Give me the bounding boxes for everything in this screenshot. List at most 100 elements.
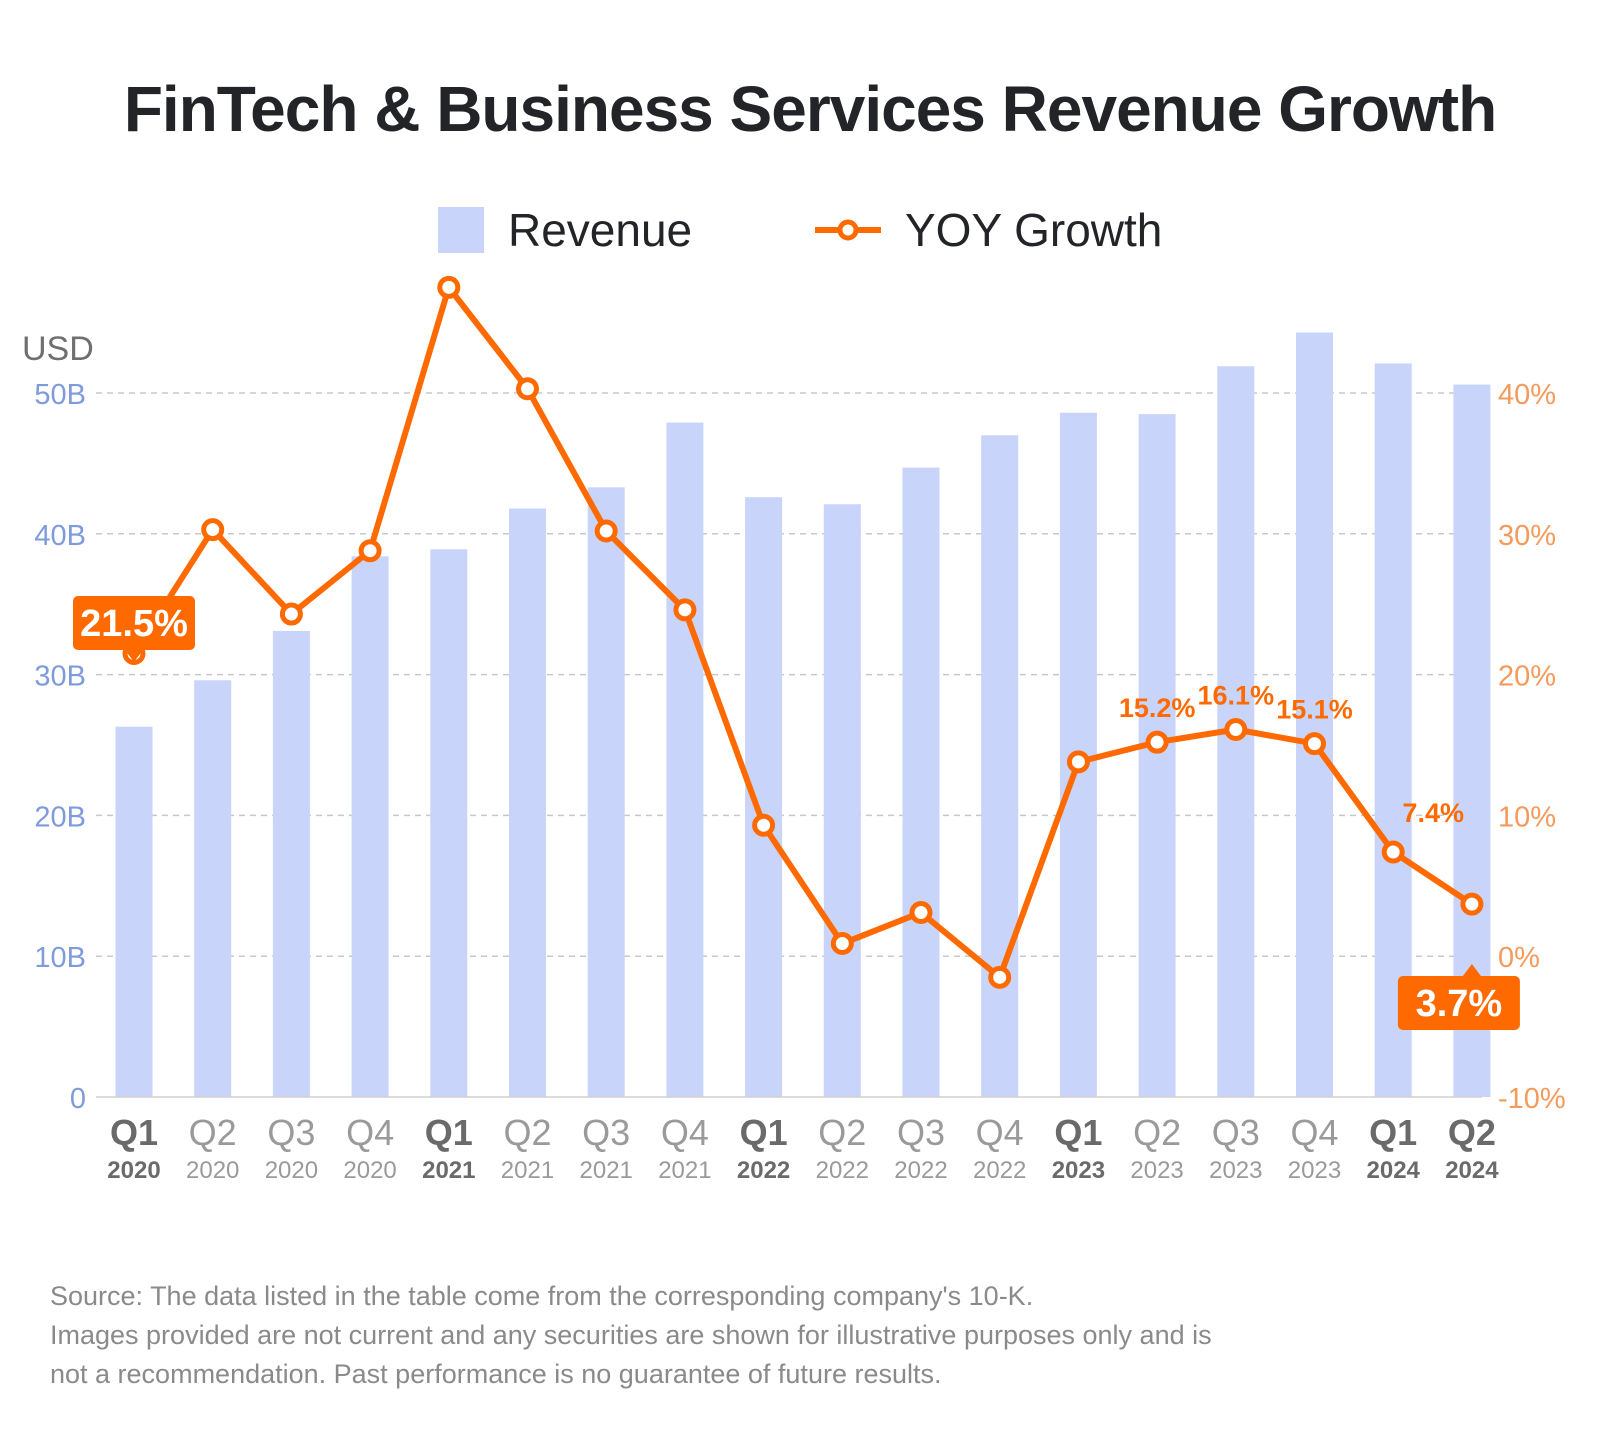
x-tick-year: 2022: [737, 1157, 790, 1184]
right-tick-label: 0%: [1498, 942, 1540, 974]
legend-line-marker-icon: [815, 219, 881, 241]
legend: Revenue YOY Growth: [0, 200, 1620, 260]
growth-point: [1460, 892, 1484, 916]
growth-point: [279, 602, 303, 626]
growth-point: [1303, 732, 1326, 756]
left-tick-label: 0: [70, 1083, 86, 1115]
data-label: 16.1%: [1198, 681, 1275, 711]
revenue-bar: [666, 422, 704, 1097]
y-unit-label: USD: [22, 330, 94, 368]
data-label-pointer: [1462, 964, 1481, 976]
revenue-bar: [115, 726, 153, 1097]
right-tick-label: 40%: [1498, 379, 1556, 411]
growth-point: [201, 518, 225, 542]
right-tick-label: -10%: [1498, 1083, 1566, 1115]
x-tick-quarter: Q3: [1212, 1112, 1260, 1153]
legend-item-growth: YOY Growth: [815, 200, 1162, 260]
data-label: 7.4%: [1402, 798, 1464, 828]
x-tick-year: 2020: [265, 1157, 318, 1184]
source-line-1: Source: The data listed in the table com…: [50, 1281, 1034, 1311]
legend-label-growth: YOY Growth: [905, 204, 1163, 256]
x-tick-year: 2023: [1130, 1157, 1183, 1184]
revenue-bar: [1296, 332, 1333, 1097]
chart-plot: USD 21.5% 15.2% 16.1% 15.1% 7.4% 3.7% 0 -10% 10…: [22, 275, 1566, 1184]
growth-point: [673, 598, 697, 622]
x-tick-year: 2023: [1209, 1157, 1262, 1184]
source-line-3: not a recommendation. Past performance i…: [50, 1359, 942, 1389]
growth-point: [1066, 750, 1090, 774]
x-tick-year: 2022: [894, 1157, 947, 1184]
x-tick-quarter: Q2: [1448, 1112, 1496, 1153]
legend-label-revenue: Revenue: [508, 204, 693, 256]
x-tick-year: 2021: [580, 1157, 633, 1184]
x-tick-quarter: Q4: [1290, 1112, 1338, 1153]
revenue-bar: [351, 556, 389, 1097]
revenue-bar: [272, 630, 310, 1097]
right-tick-label: 10%: [1498, 801, 1556, 833]
x-tick-quarter: Q2: [189, 1112, 237, 1153]
growth-point: [1224, 718, 1248, 742]
x-tick-quarter: Q4: [976, 1112, 1024, 1153]
x-tick-year: 2020: [186, 1157, 239, 1184]
data-label-box: [73, 596, 195, 650]
revenue-bar: [194, 680, 232, 1097]
x-tick-quarter: Q4: [661, 1112, 709, 1153]
x-tick-year: 2020: [107, 1157, 160, 1184]
x-tick-quarter: Q2: [503, 1112, 551, 1153]
growth-point: [909, 901, 933, 925]
x-tick-quarter: Q2: [818, 1112, 866, 1153]
growth-point: [830, 932, 854, 956]
growth-point: [358, 539, 382, 563]
chart-title: FinTech & Business Services Revenue Grow…: [123, 73, 1497, 145]
growth-point: [594, 519, 618, 543]
x-tick-year: 2021: [658, 1157, 711, 1184]
legend-swatch-revenue: [438, 207, 484, 253]
left-tick-label: 30B: [34, 661, 86, 693]
x-tick-quarter: Q1: [110, 1112, 158, 1153]
x-tick-year: 2024: [1367, 1157, 1421, 1184]
x-tick-quarter: Q4: [346, 1112, 394, 1153]
x-tick-quarter: Q3: [582, 1112, 630, 1153]
revenue-bar: [1138, 414, 1176, 1097]
x-tick-year: 2023: [1288, 1157, 1341, 1184]
growth-point: [988, 965, 1012, 989]
source-note: Source: The data listed in the table com…: [50, 1277, 1570, 1394]
x-tick-quarter: Q3: [267, 1112, 315, 1153]
growth-point: [516, 377, 539, 401]
x-tick-quarter: Q1: [425, 1112, 473, 1153]
x-tick-year: 2021: [422, 1157, 475, 1184]
source-line-2: Images provided are not current and any …: [50, 1320, 1212, 1350]
right-tick-label: 30%: [1498, 520, 1556, 552]
left-tick-label: 10B: [34, 942, 86, 974]
revenue-bar: [823, 504, 861, 1097]
x-tick-year: 2022: [973, 1157, 1026, 1184]
revenue-bar: [981, 435, 1019, 1097]
data-label: 21.5%: [80, 603, 188, 645]
growth-point: [752, 813, 776, 837]
x-tick-year: 2024: [1445, 1157, 1499, 1184]
revenue-bar: [509, 508, 546, 1097]
revenue-bar: [1374, 363, 1412, 1097]
x-tick-quarter: Q2: [1133, 1112, 1181, 1153]
left-tick-label: 50B: [34, 379, 86, 411]
revenue-bar: [430, 549, 468, 1097]
right-tick-label: 20%: [1498, 661, 1556, 693]
x-tick-quarter: Q1: [1054, 1112, 1102, 1153]
x-tick-year: 2023: [1052, 1157, 1105, 1184]
x-tick-year: 2021: [501, 1157, 554, 1184]
x-tick-year: 2020: [343, 1157, 396, 1184]
data-label: 3.7%: [1416, 983, 1503, 1025]
data-label-box: [1397, 976, 1520, 1030]
data-label: 15.2%: [1119, 693, 1196, 723]
x-tick-quarter: Q1: [1369, 1112, 1417, 1153]
left-tick-label: 40B: [34, 520, 86, 552]
data-label-pointer: [125, 650, 143, 662]
left-tick-label: 20B: [34, 801, 86, 833]
growth-point: [1381, 840, 1405, 864]
x-tick-quarter: Q3: [897, 1112, 945, 1153]
x-tick-year: 2022: [816, 1157, 869, 1184]
data-label: 15.1%: [1276, 695, 1353, 725]
revenue-bar: [902, 467, 940, 1097]
x-tick-quarter: Q1: [740, 1112, 788, 1153]
revenue-bar: [587, 487, 625, 1097]
